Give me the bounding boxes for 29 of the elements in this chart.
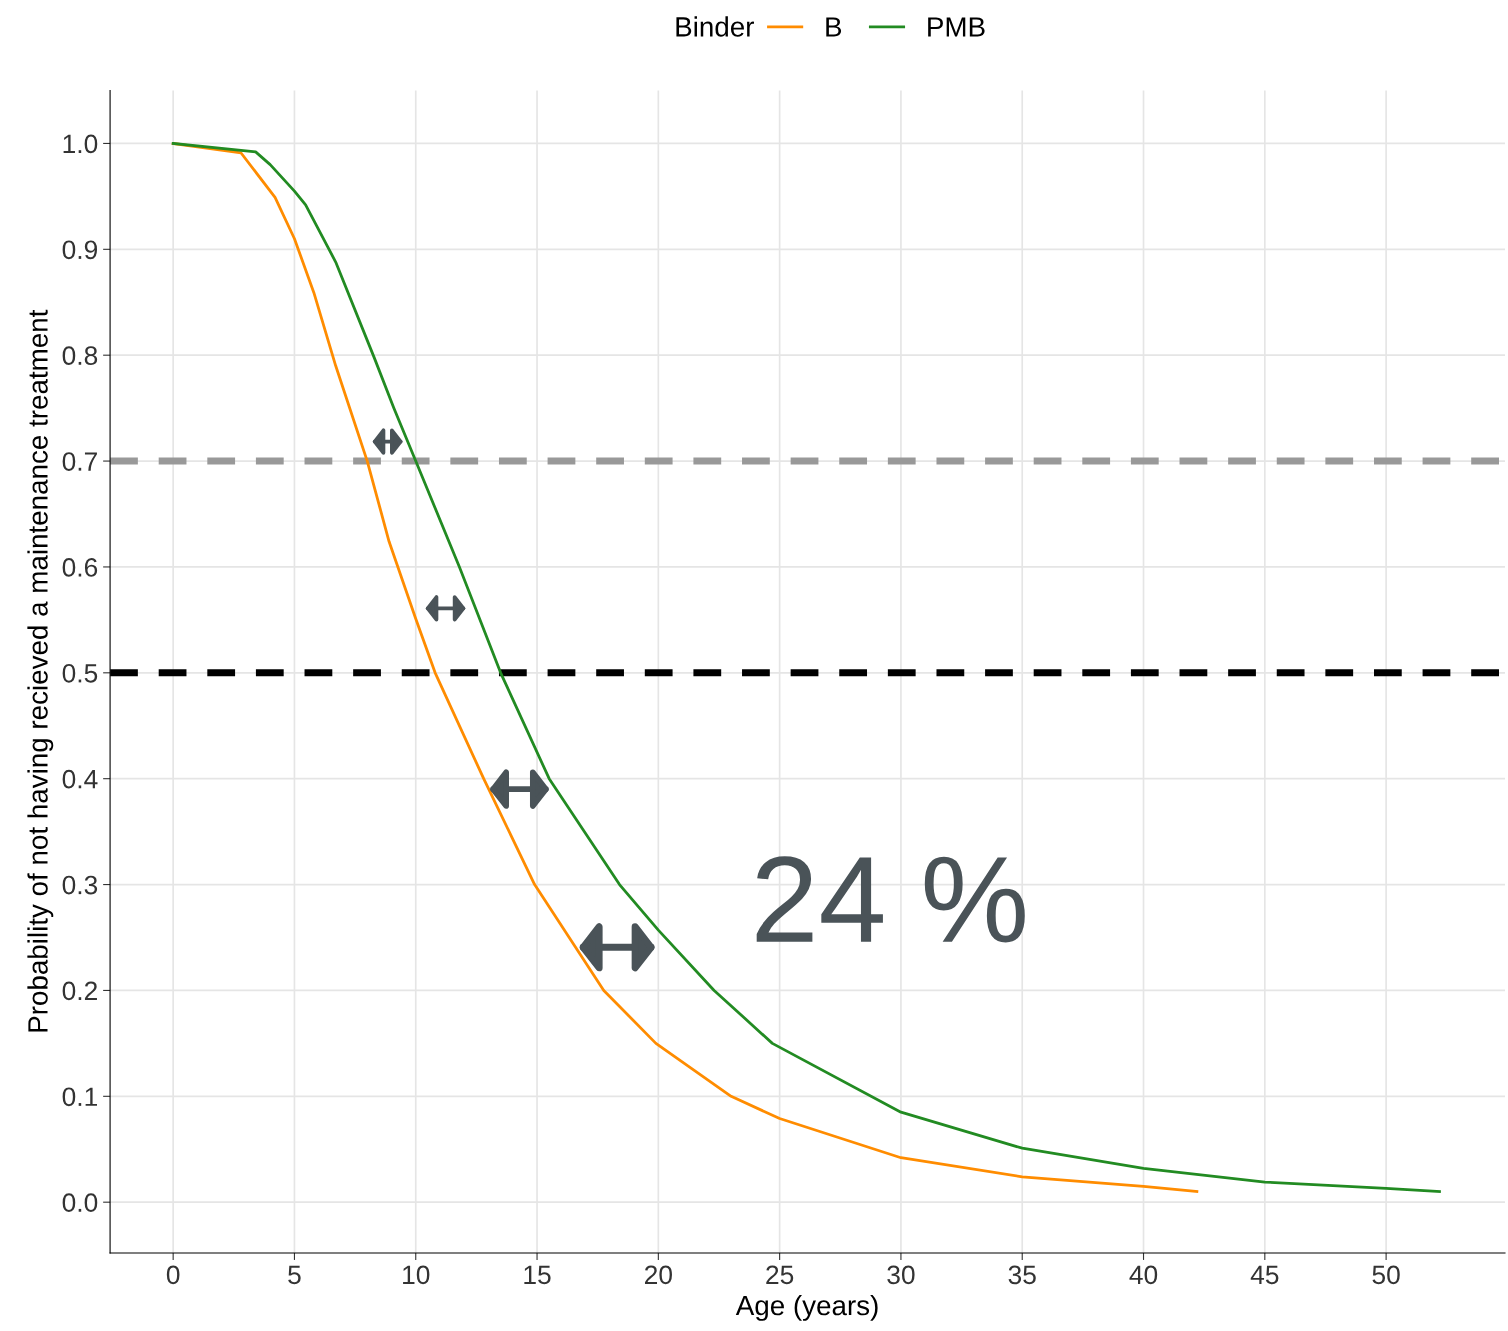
y-tick-label: 0.3	[62, 875, 98, 895]
y-tick-label: 0.5	[62, 663, 98, 683]
x-tick-label: 0	[166, 1265, 180, 1285]
y-tick-label: 0.9	[62, 240, 98, 260]
x-tick-label: 5	[288, 1265, 301, 1285]
y-tick-label: 0.2	[62, 981, 97, 1001]
y-tick-label: 0.4	[62, 769, 98, 789]
x-tick-label: 30	[887, 1265, 915, 1285]
annotation: 24 %	[756, 856, 1025, 943]
y-tick-label: 0.7	[62, 452, 97, 471]
y-tick-label: 0.1	[62, 1087, 97, 1107]
x-tick-label: 40	[1129, 1265, 1158, 1285]
y-tick-label: 1.0	[63, 134, 98, 154]
legend-label: PMB	[928, 17, 985, 37]
legend-label: B	[826, 17, 842, 37]
line-series	[171, 142, 1441, 1193]
x-tick-label: 10	[403, 1265, 430, 1285]
x-tick-label: 20	[644, 1265, 672, 1285]
x-tick-label: 15	[524, 1265, 551, 1285]
legend-title: Binder	[676, 16, 754, 37]
y-axis-title: Probability of not having recieved a maintenance treatment	[27, 309, 54, 1032]
x-tick-label: 50	[1372, 1265, 1400, 1285]
x-tick-label: 25	[766, 1265, 794, 1285]
x-axis-title: Age (years)	[735, 1294, 878, 1321]
y-tick-label: 0.0	[62, 1193, 98, 1213]
y-tick-label: 0.8	[62, 346, 98, 366]
x-tick-label: 35	[1008, 1265, 1036, 1285]
y-tick-label: 0.6	[62, 558, 98, 577]
x-tick-label: 45	[1250, 1265, 1279, 1285]
